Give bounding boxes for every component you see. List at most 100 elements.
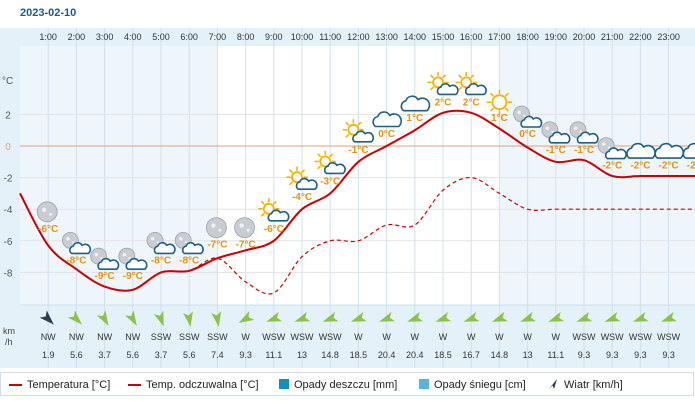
sun-icon	[291, 171, 303, 184]
legend: Temperatura [°C] Temp. odczuwalna [°C] O…	[0, 372, 694, 396]
y-tick-label: -6	[4, 237, 13, 248]
wind-direction: NW	[125, 332, 140, 342]
wind-arrow-shape	[491, 311, 508, 322]
wind-direction: NW	[97, 332, 112, 342]
wind-arrow-icon	[350, 311, 367, 322]
wind-arrow-icon	[153, 310, 164, 327]
wind-arrow-icon	[548, 311, 565, 322]
wind-direction: WSW	[262, 332, 285, 342]
wind-arrow-icon	[211, 311, 222, 327]
wind-speed: 18.5	[350, 350, 368, 360]
wind-arrow-icon	[661, 311, 677, 322]
wind-speed: 1.9	[42, 350, 55, 360]
sun-icon-ray	[430, 74, 434, 79]
wind-arrow-icon	[238, 311, 255, 323]
wind-arrow-shape	[67, 310, 83, 325]
wind-speed: 9.3	[634, 350, 647, 360]
moon-icon-crater	[156, 241, 159, 244]
cloud-icon	[323, 162, 346, 175]
icon-temp-label: -8°C	[179, 255, 199, 266]
weather-icon-6: -8°C	[174, 231, 204, 266]
sun-icon	[262, 202, 275, 215]
legend-rain-label: Opady deszczu [mm]	[294, 379, 398, 391]
hour-label: 8:00	[237, 32, 255, 42]
moon-icon-crater	[179, 237, 183, 241]
wind-direction: W	[241, 332, 250, 342]
sun-icon-ray	[345, 121, 350, 126]
moon-icon	[234, 217, 256, 239]
hour-label: 6:00	[180, 32, 198, 42]
hour-label: 17:00	[488, 32, 511, 42]
sun-icon	[347, 123, 360, 136]
wind-direction: SSW	[207, 332, 228, 342]
wind-direction: SSW	[151, 332, 172, 342]
weather-icon-1: -6°C	[36, 201, 58, 235]
wind-direction: W	[411, 332, 420, 342]
icon-temp-label: -4°C	[292, 192, 312, 203]
grid-lines	[20, 28, 695, 368]
wind-speed: 16.7	[462, 350, 480, 360]
moon-icon-crater	[66, 237, 70, 241]
wind-direction: W	[523, 332, 532, 342]
wind-arrow-shape	[379, 311, 395, 322]
icon-temp-label: 0°C	[519, 129, 536, 140]
cloud-icon	[267, 209, 290, 222]
wind-arrow-shape	[407, 311, 424, 322]
sun-icon-ray	[329, 153, 334, 158]
weather-icon-11: -3°C	[314, 150, 346, 187]
sun-icon-ray	[458, 74, 463, 79]
hour-label: 9:00	[265, 32, 283, 42]
wind-arrow-shape	[211, 311, 222, 327]
wind-arrow-shape	[463, 311, 480, 322]
cloud-icon	[181, 242, 204, 255]
wind-arrow-shape	[153, 310, 164, 327]
wind-speed: 13	[523, 350, 533, 360]
icon-temp-label: -6°C	[264, 224, 284, 235]
moon-icon-crater	[49, 212, 53, 216]
legend-rain: Opady deszczu [mm]	[279, 378, 397, 392]
wind-arrow-shape	[96, 310, 109, 326]
legend-snow: Opady śniegu [cm]	[419, 378, 526, 392]
y-tick-label: -2	[4, 174, 13, 185]
icon-temp-label: -1°C	[546, 145, 566, 156]
moon-icon-crater	[72, 241, 75, 244]
wind-speed: 9.3	[239, 350, 252, 360]
wind-arrow-shape	[576, 311, 593, 322]
weather-icon-13: 0°C	[372, 111, 403, 140]
moon-icon-crater	[523, 114, 526, 118]
moon-icon-crater	[218, 228, 222, 232]
moon-icon-crater	[184, 241, 188, 244]
wind-speed: 14.8	[491, 350, 509, 360]
cloud-icon	[352, 130, 375, 143]
wind-speed: 9.3	[662, 350, 675, 360]
hour-label: 13:00	[375, 32, 398, 42]
plot-band-0	[20, 28, 218, 305]
moon-icon-crater	[94, 252, 98, 257]
wind-arrow-icon	[549, 379, 557, 389]
wind-arrow-icon	[322, 311, 339, 322]
hour-label: 11:00	[319, 32, 341, 42]
hour-label: 3:00	[96, 32, 114, 42]
sun-icon-ray	[442, 74, 446, 79]
y-tick-label: -4	[4, 205, 13, 216]
legend-feels-like-swatch	[128, 384, 141, 387]
icon-temp-label: -2°C	[602, 161, 622, 172]
cloud-icon	[125, 257, 148, 270]
cloud-icon	[153, 242, 176, 255]
hour-label: 5:00	[152, 32, 170, 42]
moon-icon-crater	[128, 257, 131, 260]
wind-arrow-icon	[435, 311, 452, 322]
legend-temperature-label: Temperatura [°C]	[27, 379, 111, 391]
moon-icon	[205, 217, 227, 239]
wind-arrow-shape	[322, 311, 339, 322]
weather-icon-20: -1°C	[569, 121, 599, 156]
wind-arrow-icon	[124, 310, 137, 326]
hour-label: 19:00	[545, 32, 568, 42]
hour-label: 10:00	[291, 32, 314, 42]
chart-background	[0, 28, 695, 368]
wind-arrow-shape	[604, 311, 621, 322]
icon-temp-label: -2°C	[659, 161, 679, 172]
legend-temperature-swatch	[9, 384, 22, 387]
wind-arrow-icon	[604, 311, 621, 322]
cloud-icon	[464, 83, 487, 96]
